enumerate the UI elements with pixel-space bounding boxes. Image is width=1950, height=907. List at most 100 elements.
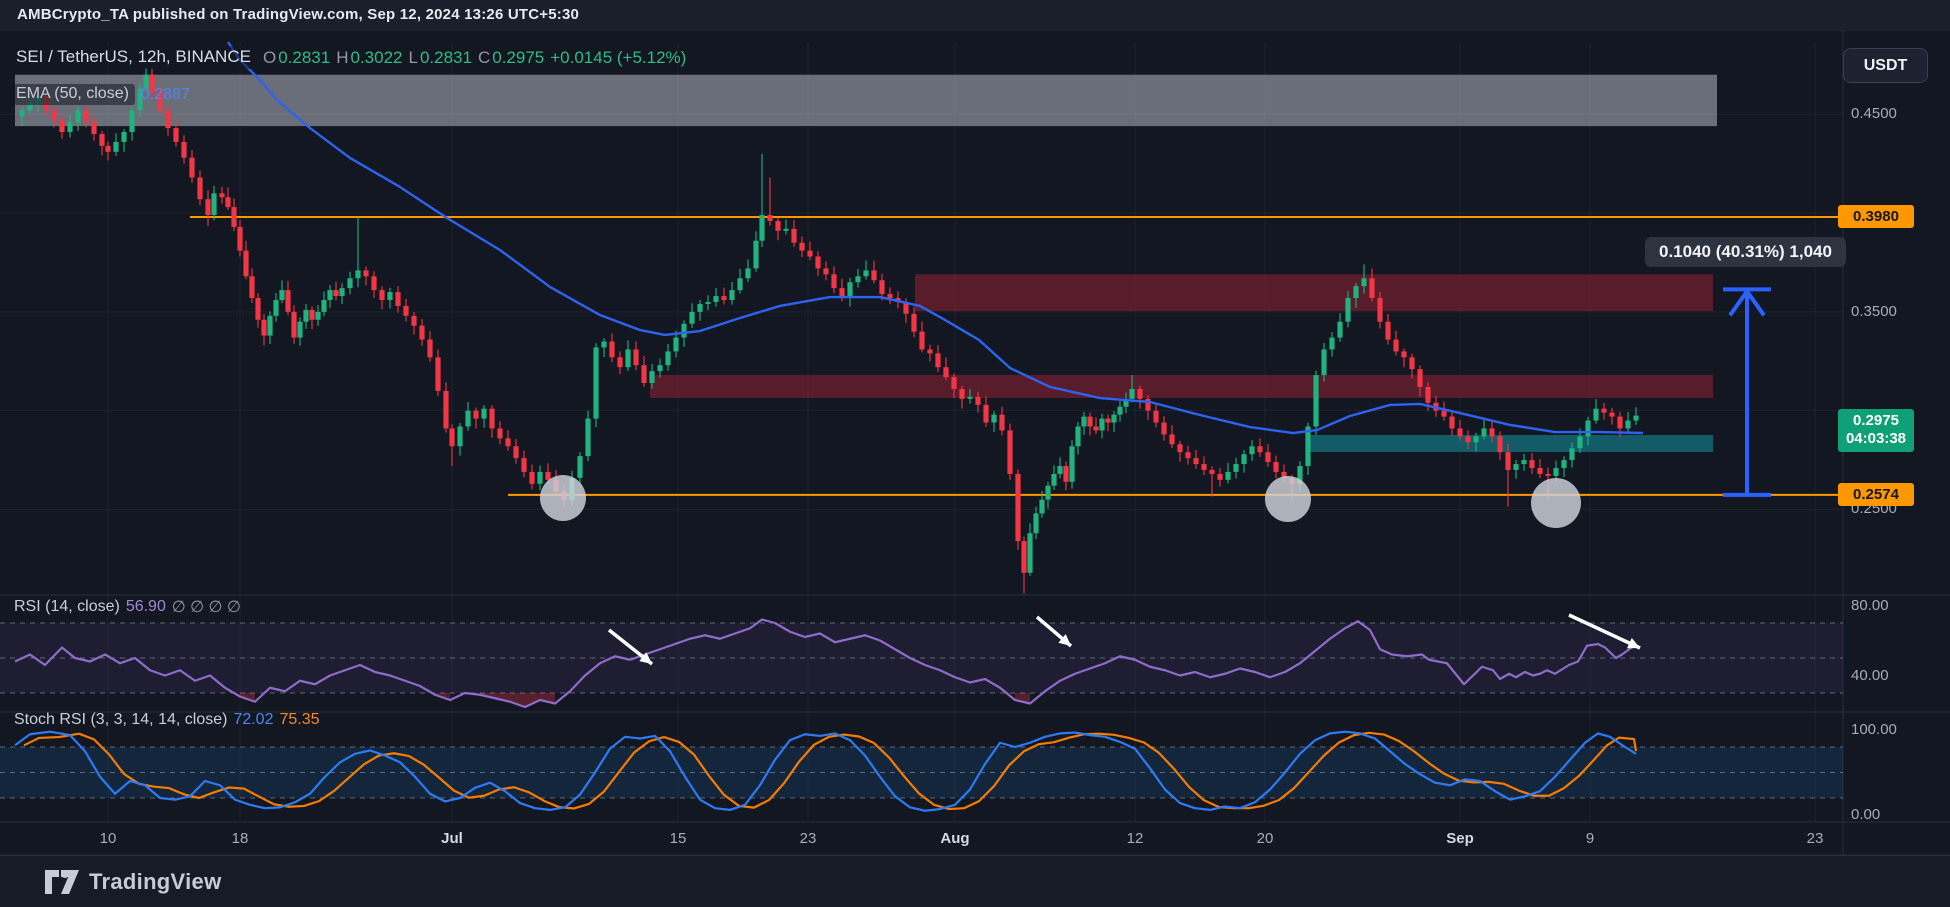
ema-legend[interactable]: EMA (50, close) 0.2887 (14, 84, 190, 105)
candle-body (737, 278, 743, 291)
time-axis-label: 12 (1126, 830, 1144, 847)
candle-body (807, 250, 813, 257)
candle-body (1273, 462, 1279, 472)
candle-body (641, 365, 647, 384)
candle-body (225, 197, 231, 208)
symbol-legend[interactable]: SEI / TetherUS, 12h, BINANCE O 0.2831 H 0.… (14, 46, 686, 69)
candle-body (1345, 298, 1351, 322)
close-value: 0.2975 (492, 47, 545, 67)
candle-body (951, 377, 957, 389)
candle-body (1217, 473, 1223, 480)
candle-body (609, 341, 615, 358)
candle-body (1361, 278, 1367, 287)
candle-body (1137, 388, 1143, 399)
ema-line[interactable] (227, 41, 1644, 435)
candle-body (823, 268, 829, 275)
stoch-k-value: 72.02 (233, 711, 274, 728)
grey-resistance-zone[interactable] (15, 74, 1717, 127)
stoch-k-line[interactable] (14, 730, 1637, 812)
candle-body (529, 471, 535, 484)
candle-body (1021, 541, 1027, 573)
candle-body (411, 315, 417, 326)
highlight-circle[interactable] (1265, 476, 1311, 523)
candle-body (1513, 464, 1519, 470)
candle-body (315, 311, 321, 320)
teal-demand-zone[interactable] (1307, 434, 1713, 452)
ema-label[interactable]: EMA (50, close) (14, 84, 135, 105)
candle-body (927, 349, 933, 354)
currency-toggle-button[interactable]: USDT (1843, 48, 1928, 83)
stoch-d-line[interactable] (23, 731, 1638, 811)
candle-body (435, 357, 441, 391)
candle-body (1087, 416, 1093, 427)
candle-body (1193, 458, 1199, 465)
candle-body (273, 300, 279, 316)
candle-body (799, 242, 805, 251)
candle-body (1329, 337, 1335, 350)
candle-body (457, 426, 463, 447)
candle-body (721, 296, 727, 301)
candle-body (1417, 369, 1423, 387)
candle-body (1553, 467, 1559, 476)
candle-body (1505, 452, 1511, 470)
red-supply-zone-upper[interactable] (915, 274, 1713, 312)
time-axis-label: 20 (1256, 830, 1274, 847)
candle-body (279, 290, 285, 301)
candle-body (473, 410, 479, 419)
measure-arrow-segment[interactable] (1728, 290, 1749, 317)
candle-body (1105, 418, 1111, 423)
candle-body (1145, 398, 1151, 411)
tradingview-logo[interactable]: TradingView (0, 869, 222, 895)
candle-body (1297, 466, 1303, 484)
rsi-label[interactable]: RSI (14, close) (14, 598, 120, 615)
candle-body (1633, 415, 1639, 421)
stoch-legend[interactable]: Stoch RSI (3, 3, 14, 14, close) 72.02 75… (14, 711, 320, 729)
candle-body (449, 428, 455, 447)
candle-body (665, 351, 671, 366)
candle-body (1353, 286, 1359, 299)
symbol-title[interactable]: SEI / TetherUS, 12h, BINANCE (14, 46, 257, 69)
annotation-arrow[interactable] (1568, 613, 1641, 650)
candle-body (1529, 460, 1535, 468)
candle-body (105, 145, 111, 152)
rsi-legend[interactable]: RSI (14, close) 56.90 ∅ ∅ ∅ ∅ (14, 597, 241, 617)
candle-body (815, 256, 821, 269)
candle-body (1075, 426, 1081, 447)
candle-body (1123, 398, 1129, 407)
candle-body (1027, 533, 1033, 573)
high-value: 0.3022 (350, 47, 403, 67)
rsi-line[interactable] (14, 618, 1635, 709)
candle-body (783, 228, 789, 231)
candle-body (1465, 436, 1471, 443)
stoch-label[interactable]: Stoch RSI (3, 3, 14, 14, close) (14, 711, 228, 728)
candle-body (1385, 321, 1391, 340)
candle-body (1015, 473, 1021, 542)
candle-body (51, 110, 57, 121)
red-supply-zone-lower[interactable] (650, 374, 1713, 399)
candle-body (585, 418, 591, 457)
highlight-circle[interactable] (540, 475, 586, 522)
candle-body (189, 157, 195, 178)
candle-body (1305, 426, 1311, 467)
stoch-band (0, 747, 1843, 798)
candle-body (1441, 410, 1447, 417)
candle-body (1093, 426, 1099, 431)
candle-body (1537, 467, 1543, 474)
measure-arrow-segment[interactable] (1745, 290, 1766, 317)
candle-body (967, 396, 973, 399)
candle-body (745, 268, 751, 279)
time-axis[interactable]: 10 18 Jul 15 23 Aug 12 20 Sep 9 23 (0, 823, 1843, 855)
candle-body (697, 303, 703, 312)
candle-body (1039, 499, 1045, 514)
candle-body (427, 339, 433, 358)
candle-body (1577, 436, 1583, 449)
bottom-bar: TradingView (0, 855, 1950, 907)
highlight-circle[interactable] (1531, 477, 1581, 528)
resistance-price-tag: 0.3980 (1838, 205, 1914, 228)
candle-body (625, 349, 631, 368)
candle-body (309, 309, 315, 320)
candle-body (113, 141, 119, 152)
candle-body (379, 290, 385, 301)
candle-body (1161, 422, 1167, 435)
